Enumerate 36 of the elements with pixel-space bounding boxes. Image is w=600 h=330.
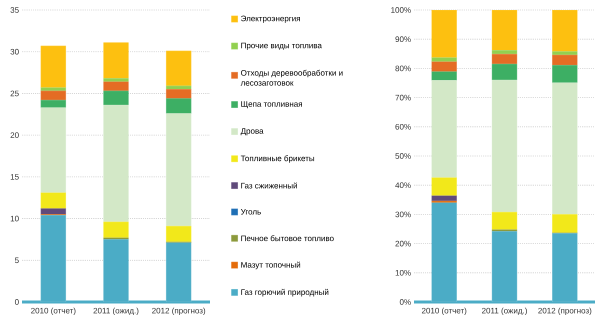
x-tick-label: 2012 (прогноз) xyxy=(538,308,592,316)
legend-label: Газ горючий природный xyxy=(241,288,328,297)
y-tick-label: 90% xyxy=(395,36,411,42)
y-tick-label: 35 xyxy=(10,7,19,13)
legend-label: Газ сжиженный xyxy=(241,182,297,189)
y-tick-label: 10 xyxy=(10,216,19,222)
legend-label: Щепа топливная xyxy=(241,101,302,108)
legend-label: Топливные брикеты xyxy=(240,155,314,163)
y-tick-label: 30 xyxy=(10,48,19,55)
y-tick-label: 10% xyxy=(396,270,411,276)
x-tick-label: 2011 (ожид.) xyxy=(93,308,138,316)
y-tick-label: 40% xyxy=(395,182,411,188)
x-tick-label: 2010 (отчет) xyxy=(422,308,466,316)
y-tick-label: 0% xyxy=(400,299,411,305)
y-tick-label: 20 xyxy=(10,132,19,138)
legend-label: Печное бытовое топливо xyxy=(241,235,334,242)
y-tick-label: 5 xyxy=(14,258,19,264)
legend-label: Прочие виды топлива xyxy=(241,42,322,50)
x-tick-label: 2011 (ожид.) xyxy=(482,308,527,316)
y-tick-label: 70% xyxy=(395,94,411,100)
legend-label: Отходы деревообработки и лесозаготовок xyxy=(240,70,343,86)
y-tick-label: 20% xyxy=(395,240,411,246)
y-tick-label: 15 xyxy=(10,174,19,180)
legend-label: Уголь xyxy=(240,208,261,215)
y-tick-label: 80% xyxy=(395,66,411,72)
x-tick-label: 2010 (отчет) xyxy=(31,308,76,316)
x-tick-label: 2012 (прогноз) xyxy=(152,308,206,316)
y-tick-label: 60% xyxy=(395,124,411,130)
y-tick-label: 100% xyxy=(391,7,411,13)
legend-label: Дрова xyxy=(240,128,264,136)
y-tick-label: 0 xyxy=(14,299,19,305)
legend-label: Мазут топочный xyxy=(241,262,300,270)
legend-label: Электроэнергия xyxy=(241,16,300,23)
y-tick-label: 50% xyxy=(395,153,411,159)
y-tick-label: 25 xyxy=(10,90,19,96)
y-tick-label: 30% xyxy=(395,212,411,218)
